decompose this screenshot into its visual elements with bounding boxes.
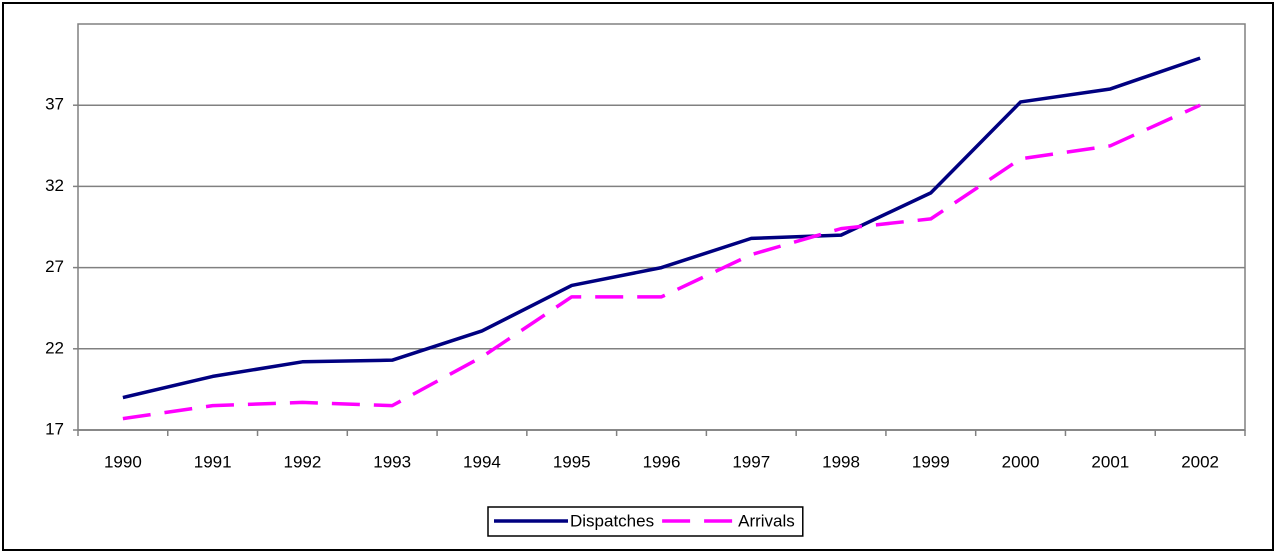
- x-tick-label: 2001: [1091, 452, 1129, 471]
- x-tick-label: 1991: [194, 452, 232, 471]
- x-tick-label: 1995: [553, 452, 591, 471]
- plot-area: [77, 23, 1246, 431]
- y-tick-label: 22: [45, 338, 64, 357]
- x-tick-label: 1999: [912, 452, 950, 471]
- data-line: [122, 103, 1201, 421]
- x-tick-label: 2002: [1181, 452, 1219, 471]
- x-tick-label: 1997: [732, 452, 770, 471]
- y-tick-label: 32: [45, 176, 64, 195]
- x-tick-label: 1992: [284, 452, 322, 471]
- legend-label: Arrivals: [738, 511, 795, 530]
- legend-label: Dispatches: [570, 511, 654, 530]
- x-tick-label: 1996: [643, 452, 681, 471]
- x-tick-label: 1994: [463, 452, 501, 471]
- data-line: [122, 56, 1201, 400]
- x-tick-label: 2000: [1002, 452, 1040, 471]
- y-tick-label: 17: [45, 419, 64, 438]
- x-tick-label: 1990: [104, 452, 142, 471]
- legend: Dispatches Arrivals: [487, 506, 804, 537]
- x-tick-label: 1998: [822, 452, 860, 471]
- x-tick-label: 1993: [373, 452, 411, 471]
- y-tick-label: 37: [45, 95, 64, 114]
- legend-box: [487, 506, 804, 537]
- y-tick-label: 27: [45, 257, 64, 276]
